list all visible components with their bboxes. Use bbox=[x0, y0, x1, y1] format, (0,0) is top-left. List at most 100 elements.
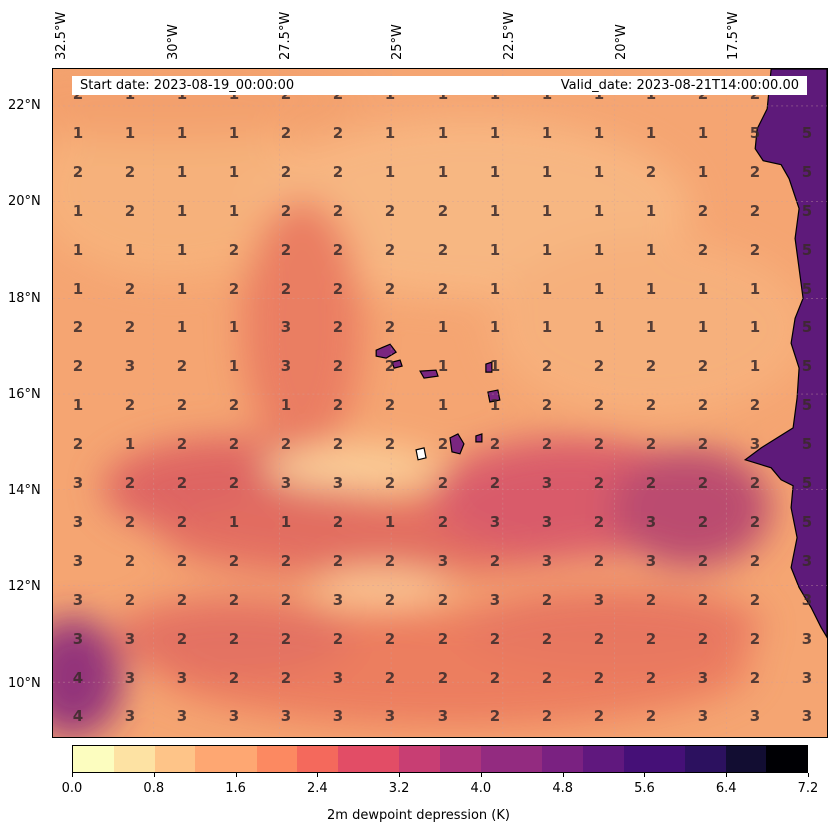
colorbar-tick-label: 2.4 bbox=[306, 781, 328, 796]
grid-value: 2 bbox=[176, 590, 188, 609]
grid-value: 3 bbox=[801, 629, 813, 648]
colorbar-swatch bbox=[215, 746, 237, 772]
grid-value: 5 bbox=[801, 435, 813, 454]
grid-value: 2 bbox=[437, 668, 449, 687]
colorbar-swatch bbox=[419, 746, 441, 772]
grid-value: 2 bbox=[749, 512, 761, 531]
grid-value: 2 bbox=[124, 396, 136, 415]
grid-value: 3 bbox=[176, 668, 188, 687]
grid-value: 1 bbox=[645, 201, 657, 220]
grid-value: 2 bbox=[228, 590, 240, 609]
grid-value: 1 bbox=[697, 123, 709, 142]
grid-value: 2 bbox=[593, 707, 605, 726]
lat-label: 12°N bbox=[8, 579, 41, 594]
grid-value: 2 bbox=[541, 435, 553, 454]
grid-value: 2 bbox=[72, 435, 84, 454]
grid-value: 2 bbox=[697, 240, 709, 259]
grid-value: 3 bbox=[72, 512, 84, 531]
grid-value: 2 bbox=[280, 551, 292, 570]
grid-value: 3 bbox=[332, 590, 344, 609]
grid-value: 2 bbox=[332, 396, 344, 415]
grid-value: 1 bbox=[384, 123, 396, 142]
grid-value: 3 bbox=[176, 707, 188, 726]
colorbar-swatch bbox=[195, 746, 216, 772]
grid-value: 1 bbox=[228, 512, 240, 531]
colorbar-tick-label: 0.0 bbox=[61, 781, 83, 796]
grid-value: 2 bbox=[280, 279, 292, 298]
grid-value: 1 bbox=[489, 162, 501, 181]
lat-label: 18°N bbox=[8, 291, 41, 306]
colorbar-swatch bbox=[460, 746, 481, 772]
grid-value: 3 bbox=[749, 707, 761, 726]
grid-value: 2 bbox=[749, 590, 761, 609]
colorbar bbox=[72, 745, 808, 773]
colorbar-tick-label: 7.2 bbox=[797, 781, 819, 796]
grid-value: 1 bbox=[280, 396, 292, 415]
island-fogo bbox=[415, 447, 427, 461]
grid-value: 1 bbox=[72, 396, 84, 415]
grid-value: 2 bbox=[593, 668, 605, 687]
grid-value: 1 bbox=[541, 279, 553, 298]
colorbar-swatch bbox=[236, 746, 257, 772]
colorbar-swatch bbox=[399, 746, 420, 772]
grid-value: 1 bbox=[228, 318, 240, 337]
start-date-label: Start date: 2023-08-19_00:00:00 bbox=[80, 78, 295, 93]
grid-value: 1 bbox=[593, 162, 605, 181]
lon-label: 22.5°W bbox=[502, 11, 517, 60]
grid-value: 2 bbox=[124, 201, 136, 220]
grid-value: 2 bbox=[332, 162, 344, 181]
grid-value: 1 bbox=[489, 201, 501, 220]
grid-value: 2 bbox=[280, 590, 292, 609]
grid-value: 5 bbox=[801, 318, 813, 337]
colorbar-tick bbox=[153, 773, 155, 777]
colorbar-swatch bbox=[766, 746, 787, 772]
africa-landmass bbox=[743, 69, 827, 639]
grid-value: 3 bbox=[124, 668, 136, 687]
grid-value: 2 bbox=[72, 318, 84, 337]
grid-value: 2 bbox=[384, 201, 396, 220]
grid-value: 2 bbox=[593, 629, 605, 648]
grid-value: 1 bbox=[489, 123, 501, 142]
grid-value: 2 bbox=[72, 357, 84, 376]
colorbar-swatch bbox=[705, 746, 726, 772]
grid-value: 1 bbox=[176, 240, 188, 259]
grid-value: 2 bbox=[384, 629, 396, 648]
grid-value: 2 bbox=[332, 318, 344, 337]
grid-value: 2 bbox=[489, 707, 501, 726]
grid-value: 2 bbox=[228, 240, 240, 259]
grid-value: 2 bbox=[228, 551, 240, 570]
grid-value: 2 bbox=[541, 629, 553, 648]
colorbar-swatch bbox=[154, 746, 175, 772]
grid-value: 2 bbox=[228, 629, 240, 648]
grid-value: 1 bbox=[645, 123, 657, 142]
grid-value: 2 bbox=[749, 396, 761, 415]
grid-value: 3 bbox=[332, 474, 344, 492]
grid-value: 3 bbox=[801, 668, 813, 687]
grid-value: 3 bbox=[72, 629, 84, 648]
lon-label: 17.5°W bbox=[726, 11, 741, 60]
colorbar-swatch bbox=[73, 746, 94, 772]
grid-value: 2 bbox=[541, 590, 553, 609]
grid-value: 2 bbox=[176, 435, 188, 454]
grid-value: 2 bbox=[280, 162, 292, 181]
grid-value: 1 bbox=[489, 318, 501, 337]
lon-label: 27.5°W bbox=[278, 11, 293, 60]
colorbar-swatch bbox=[174, 746, 196, 772]
grid-value: 2 bbox=[332, 512, 344, 531]
colorbar-swatch bbox=[541, 746, 563, 772]
grid-value: 1 bbox=[384, 512, 396, 531]
lat-label: 20°N bbox=[8, 194, 41, 209]
lat-label: 22°N bbox=[8, 98, 41, 113]
grid-value: 1 bbox=[228, 357, 240, 376]
grid-value: 2 bbox=[437, 512, 449, 531]
grid-value: 1 bbox=[280, 512, 292, 531]
grid-value: 2 bbox=[228, 396, 240, 415]
grid-value: 2 bbox=[697, 551, 709, 570]
grid-value: 2 bbox=[176, 512, 188, 531]
grid-value: 1 bbox=[489, 240, 501, 259]
grid-value: 2 bbox=[176, 396, 188, 415]
grid-value: 3 bbox=[72, 474, 84, 492]
grid-value: 1 bbox=[749, 357, 761, 376]
map-panel bbox=[52, 68, 828, 738]
grid-value: 2 bbox=[124, 474, 136, 492]
